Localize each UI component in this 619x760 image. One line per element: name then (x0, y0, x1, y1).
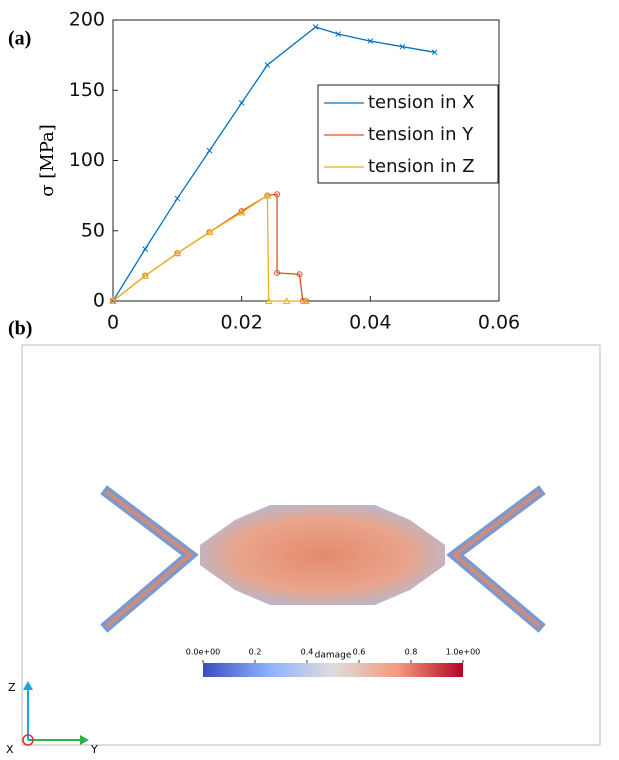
line-chart: 00.020.040.06050100150200εσ [MPa]tension… (37, 9, 520, 363)
marker (239, 100, 244, 105)
y-tick-label: 200 (69, 9, 105, 31)
legend-label: tension in Z (368, 156, 475, 177)
triad-label: Z (8, 681, 16, 694)
marker (143, 247, 148, 252)
colorbar-tick-label: 0.0e+00 (186, 648, 221, 657)
legend-label: tension in X (368, 92, 475, 113)
colorbar-tick-label: 1.0e+00 (446, 648, 481, 657)
triad-label: X (6, 743, 14, 756)
colorbar-tick-label: 0.2 (249, 648, 262, 657)
colorbar-scale (203, 663, 463, 677)
y-tick-label: 0 (93, 290, 105, 312)
y-tick-label: 150 (69, 79, 105, 101)
y-axis-label: σ [MPa] (37, 124, 58, 197)
x-tick-label: 0.02 (221, 312, 263, 334)
marker (175, 196, 180, 201)
x-tick-label: 0.06 (478, 312, 520, 334)
panel-label: (b) (8, 318, 32, 340)
colorbar-tick-label: 0.6 (353, 648, 366, 657)
legend-label: tension in Y (368, 124, 474, 145)
colorbar-title: damage (315, 651, 352, 661)
colorbar-tick-label: 0.4 (301, 648, 314, 657)
y-tick-label: 100 (69, 149, 105, 171)
y-tick-label: 50 (81, 219, 105, 241)
marker (265, 62, 270, 67)
marker (207, 148, 212, 153)
x-tick-label: 0 (107, 312, 119, 334)
damage-render (22, 345, 600, 745)
series-line (113, 194, 306, 301)
x-tick-label: 0.04 (349, 312, 391, 334)
panel-label: (a) (8, 28, 31, 50)
lattice-body (200, 505, 445, 605)
figure: (a) (b) 00.020.040.06050100150200εσ [MPa… (0, 0, 619, 756)
triad-label: Y (90, 743, 98, 756)
colorbar-tick-label: 0.8 (405, 648, 418, 657)
